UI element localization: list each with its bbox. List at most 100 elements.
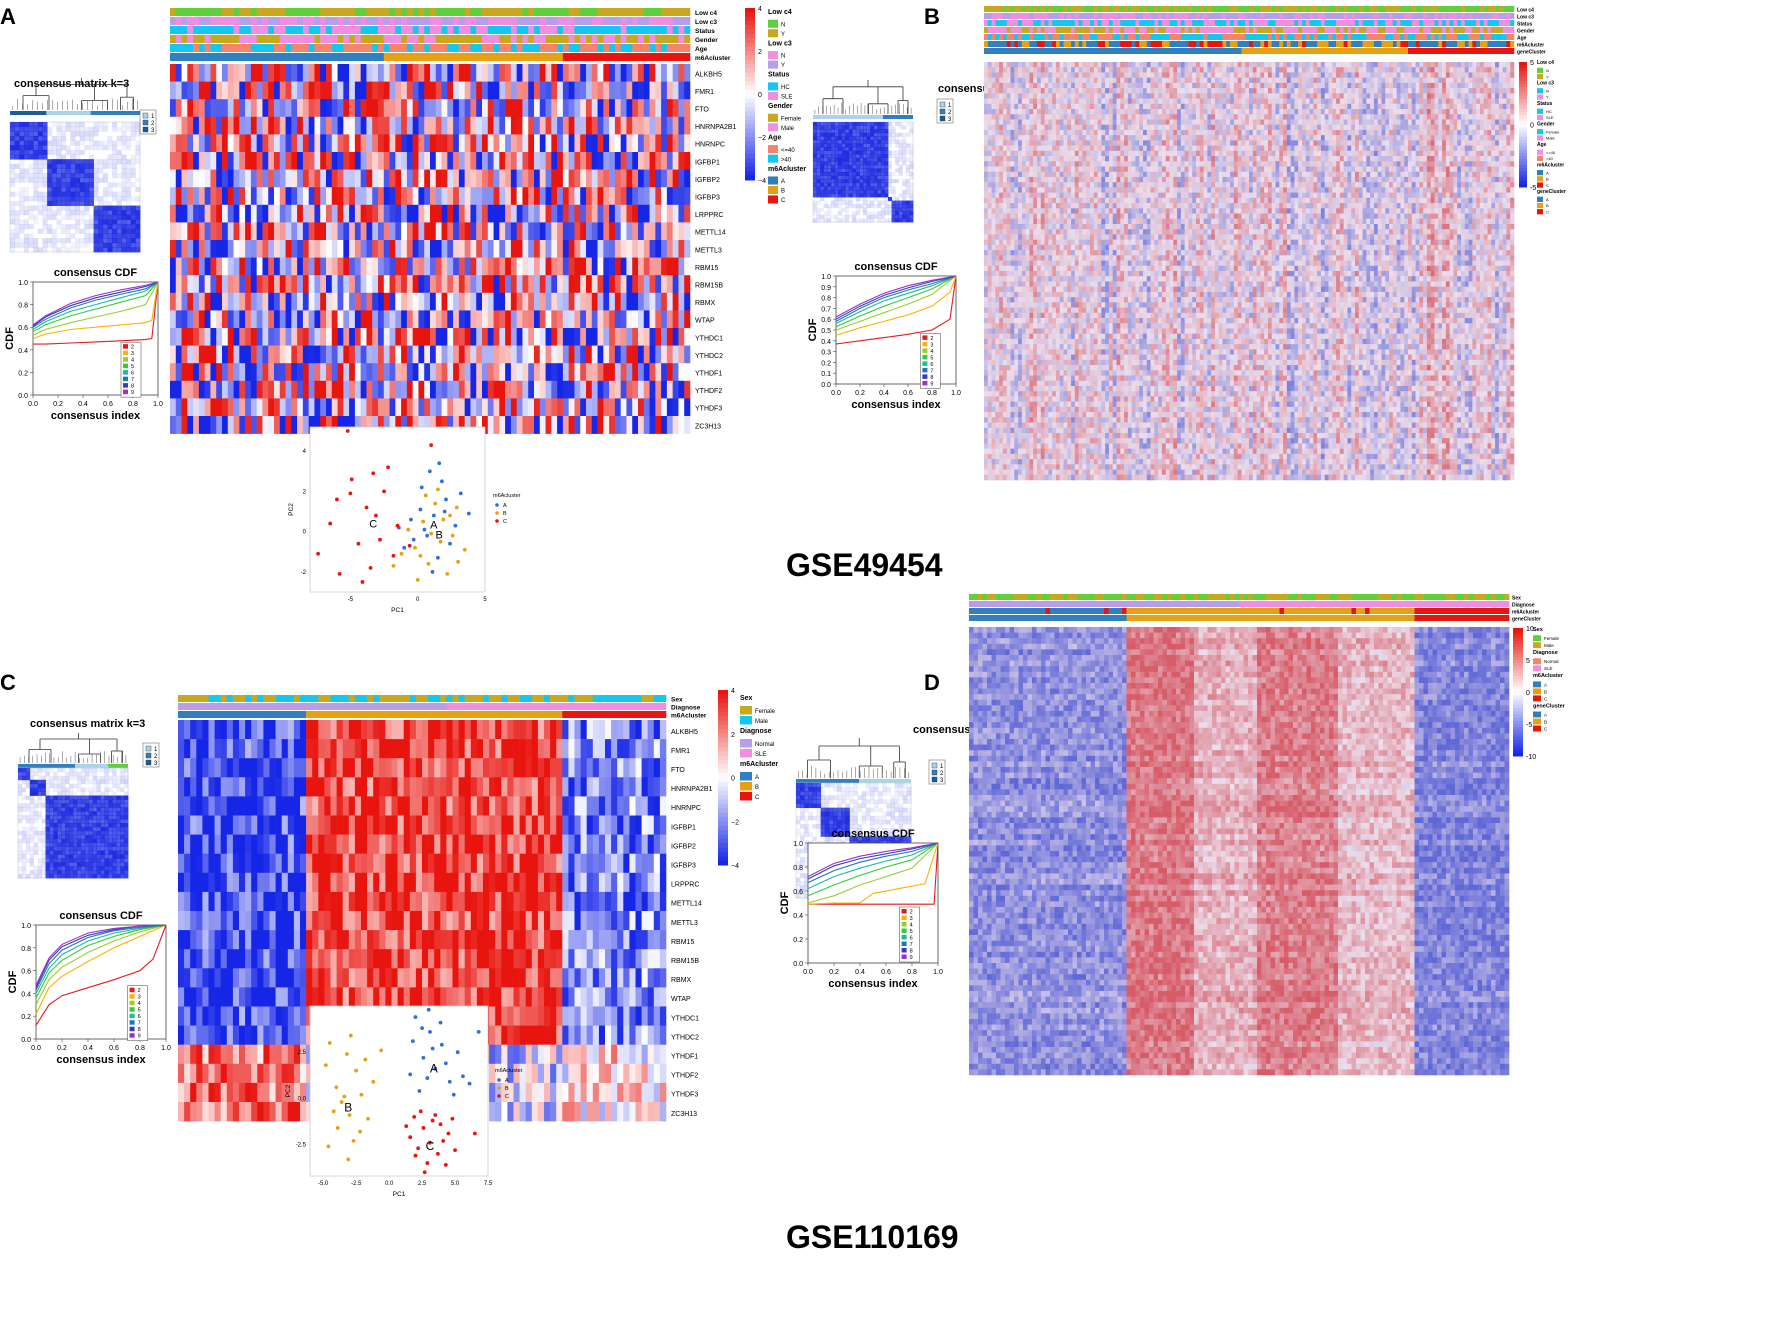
annotation-cell [1135,13,1140,19]
heatmap-cell [326,222,333,241]
annotation-cell [1245,6,1250,12]
heatmap-cell [672,187,679,206]
heatmap-cell [354,64,361,82]
matrix-cell [845,157,850,162]
heatmap-cell [557,345,564,364]
annotation-cell [999,34,1004,40]
heatmap-cell [308,81,315,100]
matrix-cell [870,193,875,198]
matrix-cell [813,207,817,212]
matrix-cell [88,168,94,174]
heatmap-cell [545,345,552,364]
heatmap-cell [291,99,298,118]
heatmap-cell [655,81,662,100]
heatmap-cell [482,398,489,417]
heatmap-cell [482,99,489,118]
heatmap-cell [372,310,379,329]
annotation-cell [1396,34,1401,40]
heatmap-cell [614,187,621,206]
matrix-cell [830,154,835,159]
matrix-cell [852,139,857,144]
heatmap-cell [568,187,575,206]
matrix-cell [830,182,835,187]
heatmap-cell [170,380,177,399]
heatmap-cell [678,275,685,294]
gene-label: FTO [695,107,709,114]
heatmap-cell [632,328,639,346]
annotation-cell [476,17,483,25]
heatmap-cell [557,222,564,241]
matrix-cell [895,161,900,166]
matrix-cell [70,187,76,193]
annotation-cell [279,53,286,61]
annotation-cell [984,6,989,12]
heatmap-cell [447,310,454,329]
legend-swatch [768,113,778,122]
annotation-cell [1120,20,1125,26]
pca-point-B [423,493,428,498]
heatmap-cell [314,64,321,82]
heatmap-cell [557,310,564,329]
annotation-cell [349,35,356,43]
annotation-cell [1302,41,1307,47]
matrix-cell [37,200,43,206]
annotation-cell [991,13,996,19]
heatmap-cell [331,222,338,241]
heatmap-cell [464,257,471,276]
annotation-cell [1192,13,1197,19]
matrix-cell [84,135,90,141]
heatmap-cell [314,240,321,258]
legend-swatch [768,19,778,28]
matrix-cell [116,191,122,197]
heatmap-cell [314,222,321,241]
matrix-cell [126,163,132,169]
heatmap-cell [614,398,621,417]
heatmap-cell [568,240,575,258]
heatmap-cell [638,275,645,294]
heatmap-cell [597,345,604,364]
heatmap-cell [250,345,257,364]
annotation-cell [1025,41,1030,47]
color-scale-step [745,63,755,69]
annotation-cell [661,44,668,52]
matrix-cell [845,172,850,176]
annotation-cell [1294,27,1299,33]
annotation-cell [1320,20,1326,26]
heatmap-cell [476,398,483,417]
matrix-cell [873,125,878,130]
annotation-cell [424,53,431,61]
annotation-cell [1377,6,1382,12]
annotation-cell [441,17,448,25]
annotation-cell [1298,13,1303,19]
annotation-label: Low c4 [695,10,717,17]
heatmap-cell [476,152,483,170]
heatmap-cell [193,380,200,399]
heatmap-cell [354,275,361,294]
annotation-cell [1048,27,1053,33]
matrix-cell [98,219,104,225]
heatmap-cell [632,152,639,170]
annotation-cell [666,8,673,16]
matrix-cell [135,140,141,146]
heatmap-cell [458,152,465,170]
heatmap-cell [678,64,685,82]
heatmap-cell [684,416,691,434]
matrix-cell [19,154,25,160]
matrix-cell [42,140,48,146]
annotation-cell [1457,34,1462,40]
annotation-cell [643,8,650,16]
heatmap-cell [534,81,541,100]
heatmap-cell [430,257,437,276]
heatmap-cell [464,363,471,382]
matrix-cell [863,161,867,166]
matrix-cell [827,157,832,162]
heatmap-cell [586,257,593,276]
pca-point-B [462,547,467,552]
heatmap-cell [279,257,286,276]
matrix-cell [88,191,94,197]
matrix-cell [866,189,871,194]
annotation-cell [1116,34,1121,40]
matrix-cell [56,126,62,132]
pca-point-C [364,505,369,510]
pca-point-B [445,571,450,576]
